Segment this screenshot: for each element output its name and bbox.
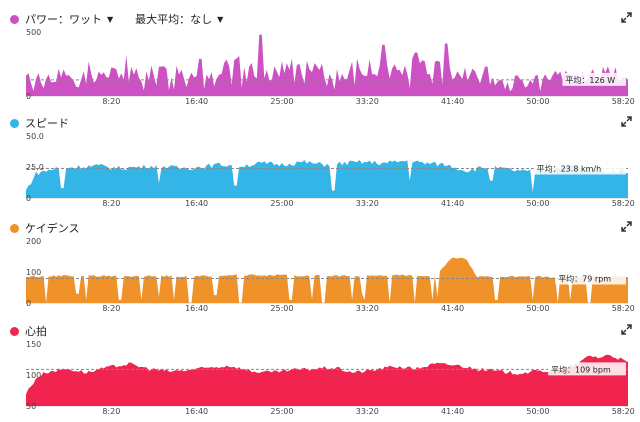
metric-dropdown-label: パワー：ワット — [25, 13, 102, 26]
speed-title: スピード — [25, 117, 69, 130]
power-chart: 500 0 8:20 16:40 25:00 33:20 41:40 50:00 58:20 平均… — [26, 28, 635, 106]
heart_rate-series-area — [26, 354, 628, 406]
y-tick-label: 500 — [26, 28, 41, 37]
y-tick-label: 0 — [26, 92, 31, 101]
average-label: 平均：109 bpm — [551, 364, 611, 374]
speed-panel: スピード 50.0 25.0 0 8:20 16:40 25:00 33:20 41:40 50… — [0, 114, 640, 208]
y-tick-label: 100 — [26, 268, 41, 277]
cadence-series-area — [26, 257, 628, 303]
cadence-panel: ケイデンス 200 100 0 8:20 16:40 25:00 33:20 41:40 50:… — [0, 219, 640, 313]
x-tick-label: 58:20 — [612, 97, 635, 106]
x-tick-label: 33:20 — [356, 199, 379, 208]
x-tick-label: 58:20 — [612, 407, 635, 416]
cadence-header: ケイデンス — [10, 219, 80, 237]
speed-color-dot — [10, 118, 19, 128]
average-label: 平均：126 W — [565, 75, 615, 85]
heart-rate-color-dot — [10, 326, 19, 336]
x-tick-label: 8:20 — [102, 199, 120, 208]
speed-chart: 50.0 25.0 0 8:20 16:40 25:00 33:20 41:40 50:00 58… — [26, 132, 635, 208]
x-tick-label: 41:40 — [441, 407, 464, 416]
chevron-down-icon: ▼ — [217, 14, 224, 24]
expand-icon[interactable] — [621, 324, 632, 335]
heart-rate-chart: 150 100 50 8:20 16:40 25:00 33:20 41:40 50:00 58:… — [26, 340, 635, 416]
average-label: 平均：79 rpm — [558, 274, 611, 284]
power-header: パワー：ワット ▼ 最大平均：なし ▼ — [10, 10, 223, 28]
expand-icon[interactable] — [621, 12, 632, 23]
heart-rate-title: 心拍 — [25, 325, 47, 338]
power-series-area — [26, 34, 628, 96]
y-tick-label: 0 — [26, 299, 31, 308]
x-tick-label: 25:00 — [270, 304, 293, 313]
x-tick-label: 16:40 — [185, 97, 208, 106]
y-tick-label: 50 — [26, 402, 36, 411]
compare-dropdown[interactable]: 最大平均：なし ▼ — [135, 11, 223, 27]
x-tick-label: 16:40 — [185, 407, 208, 416]
x-tick-label: 50:00 — [526, 304, 549, 313]
x-tick-label: 25:00 — [270, 199, 293, 208]
average-label: 平均：23.8 km/h — [537, 163, 602, 173]
heart-rate-header: 心拍 — [10, 322, 47, 340]
x-tick-label: 16:40 — [185, 199, 208, 208]
y-tick-label: 100 — [26, 371, 41, 380]
y-tick-label: 25.0 — [26, 163, 44, 172]
x-tick-label: 8:20 — [102, 97, 120, 106]
expand-icon[interactable] — [621, 221, 632, 232]
x-tick-label: 58:20 — [612, 304, 635, 313]
x-tick-label: 25:00 — [270, 97, 293, 106]
average-label-box — [548, 362, 626, 376]
compare-dropdown-label: 最大平均：なし — [135, 13, 213, 26]
x-tick-label: 33:20 — [356, 304, 379, 313]
x-tick-label: 41:40 — [441, 97, 464, 106]
x-tick-label: 50:00 — [526, 199, 549, 208]
x-tick-label: 25:00 — [270, 407, 293, 416]
average-label-box — [555, 271, 626, 285]
cadence-chart: 200 100 0 8:20 16:40 25:00 33:20 41:40 50:00 58:2… — [26, 237, 635, 313]
power-panel: パワー：ワット ▼ 最大平均：なし ▼ 500 0 8:20 16:40 25:00 33… — [0, 10, 640, 106]
x-tick-label: 41:40 — [441, 304, 464, 313]
x-tick-label: 33:20 — [356, 97, 379, 106]
average-label-box — [533, 161, 626, 175]
y-tick-label: 0 — [26, 194, 31, 203]
x-tick-label: 8:20 — [102, 407, 120, 416]
speed-series-area — [26, 160, 628, 198]
heart-rate-panel: 心拍 150 100 50 8:20 16:40 25:00 33:20 41:40 50:00… — [0, 322, 640, 416]
x-tick-label: 50:00 — [526, 97, 549, 106]
cadence-color-dot — [10, 223, 19, 233]
x-tick-label: 8:20 — [102, 304, 120, 313]
average-label-box — [562, 72, 626, 86]
x-tick-label: 58:20 — [612, 199, 635, 208]
cadence-title: ケイデンス — [25, 222, 80, 235]
y-tick-label: 150 — [26, 340, 41, 349]
y-tick-label: 200 — [26, 237, 41, 246]
chevron-down-icon: ▼ — [107, 14, 114, 24]
speed-header: スピード — [10, 114, 69, 132]
x-tick-label: 33:20 — [356, 407, 379, 416]
y-tick-label: 50.0 — [26, 132, 44, 141]
power-color-dot — [10, 14, 19, 24]
x-tick-label: 41:40 — [441, 199, 464, 208]
x-tick-label: 16:40 — [185, 304, 208, 313]
x-tick-label: 50:00 — [526, 407, 549, 416]
metric-dropdown[interactable]: パワー：ワット ▼ — [25, 11, 113, 27]
expand-icon[interactable] — [621, 116, 632, 127]
